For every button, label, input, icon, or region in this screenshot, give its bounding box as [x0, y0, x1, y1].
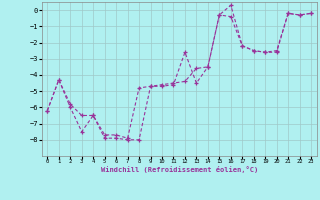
X-axis label: Windchill (Refroidissement éolien,°C): Windchill (Refroidissement éolien,°C) [100, 166, 258, 173]
